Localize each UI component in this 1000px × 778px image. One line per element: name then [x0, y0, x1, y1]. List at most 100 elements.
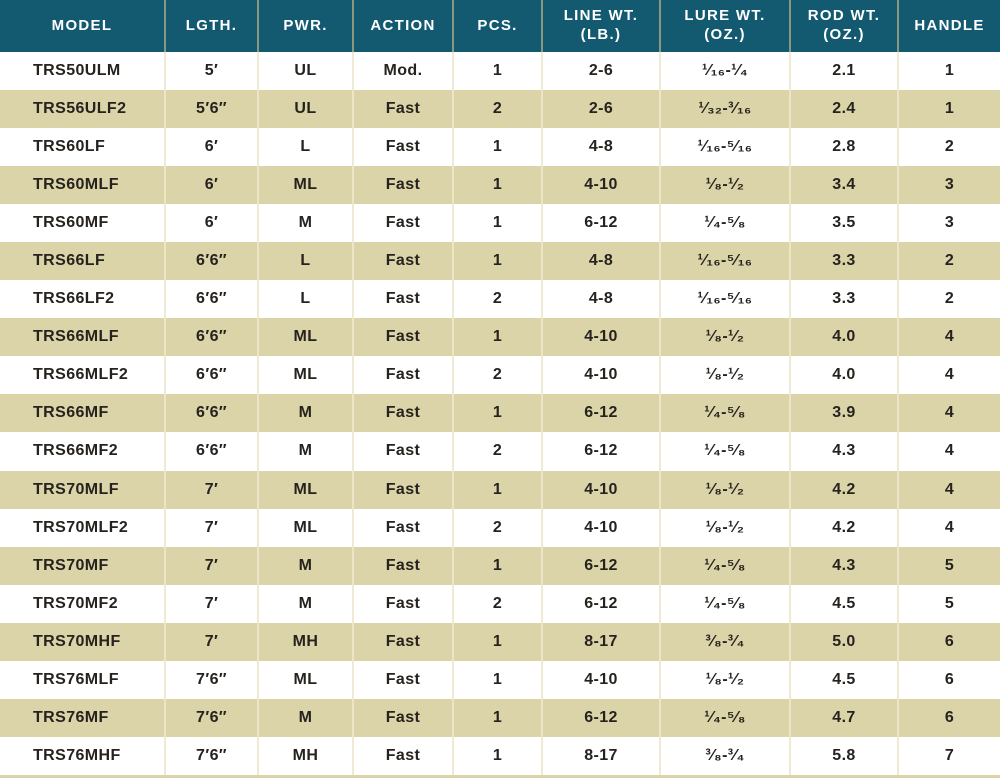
- cell-action: Fast: [353, 242, 454, 281]
- cell-lgth: 5′: [165, 52, 259, 91]
- cell-lure-wt: ¹⁄₈-¹⁄₂: [660, 660, 791, 699]
- cell-action: Fast: [353, 584, 454, 623]
- cell-lgth: 7′: [165, 508, 259, 547]
- cell-pcs: 2: [453, 432, 543, 471]
- cell-rod-wt: 4.0: [790, 356, 899, 395]
- cell-model: TRS66MF2: [0, 432, 166, 471]
- cell-lgth: 6′: [165, 166, 259, 205]
- cell-handle: 4: [898, 470, 1000, 509]
- table-row: TRS50ULM 5′ UL Mod. 1 2-6 ¹⁄₁₆-¹⁄₄ 2.1 1: [0, 52, 1000, 91]
- column-header-rod-wt: ROD WT. (OZ.): [790, 0, 899, 52]
- cell-pwr: L: [258, 280, 354, 319]
- cell-line-wt: 4-10: [542, 470, 661, 509]
- table-row: TRS70MHF 7′ MH Fast 1 8-17 ³⁄₈-³⁄₄ 5.0 6: [0, 622, 1000, 661]
- cell-lgth: 6′6″: [165, 318, 259, 357]
- column-header-line-wt: LINE WT. (LB.): [542, 0, 661, 52]
- cell-lure-wt: ¹⁄₈-¹⁄₂: [660, 508, 791, 547]
- cell-line-wt: 6-12: [542, 546, 661, 585]
- cell-handle: 5: [898, 584, 1000, 623]
- cell-model: TRS50ULM: [0, 52, 166, 91]
- cell-handle: 4: [898, 318, 1000, 357]
- table-row: TRS66MF 6′6″ M Fast 1 6-12 ¹⁄₄-⁵⁄₈ 3.9 4: [0, 394, 1000, 433]
- cell-model: TRS70MHF: [0, 622, 166, 661]
- cell-rod-wt: 3.3: [790, 242, 899, 281]
- cell-model: TRS66MLF: [0, 318, 166, 357]
- cell-rod-wt: 2.4: [790, 90, 899, 129]
- cell-line-wt: 4-10: [542, 166, 661, 205]
- cell-handle: 4: [898, 432, 1000, 471]
- cell-model: TRS76MLF: [0, 660, 166, 699]
- cell-pwr: MH: [258, 736, 354, 775]
- cell-handle: 1: [898, 90, 1000, 129]
- cell-lgth: 7′: [165, 546, 259, 585]
- table-row: TRS70MLF 7′ ML Fast 1 4-10 ¹⁄₈-¹⁄₂ 4.2 4: [0, 470, 1000, 509]
- cell-model: TRS66MLF2: [0, 356, 166, 395]
- cell-line-wt: 2-6: [542, 90, 661, 129]
- cell-rod-wt: 4.2: [790, 470, 899, 509]
- cell-pwr: ML: [258, 470, 354, 509]
- cell-model: TRS66LF2: [0, 280, 166, 319]
- cell-action: Fast: [353, 394, 454, 433]
- cell-pwr: ML: [258, 166, 354, 205]
- cell-line-wt: 8-17: [542, 622, 661, 661]
- cell-handle: 4: [898, 508, 1000, 547]
- bottom-edge-strip: [0, 775, 1000, 778]
- cell-model: TRS76MHF: [0, 736, 166, 775]
- cell-pwr: L: [258, 128, 354, 167]
- cell-line-wt: 4-10: [542, 508, 661, 547]
- cell-pcs: 1: [453, 622, 543, 661]
- cell-lure-wt: ¹⁄₄-⁵⁄₈: [660, 394, 791, 433]
- cell-line-wt: 4-10: [542, 318, 661, 357]
- cell-model: TRS66LF: [0, 242, 166, 281]
- table-row: TRS76MLF 7′6″ ML Fast 1 4-10 ¹⁄₈-¹⁄₂ 4.5 6: [0, 660, 1000, 699]
- table-row: TRS76MF 7′6″ M Fast 1 6-12 ¹⁄₄-⁵⁄₈ 4.7 6: [0, 698, 1000, 737]
- cell-lure-wt: ¹⁄₄-⁵⁄₈: [660, 698, 791, 737]
- cell-lure-wt: ¹⁄₈-¹⁄₂: [660, 356, 791, 395]
- column-header-handle: HANDLE: [898, 0, 1000, 52]
- cell-pcs: 1: [453, 318, 543, 357]
- cell-lure-wt: ¹⁄₄-⁵⁄₈: [660, 546, 791, 585]
- cell-action: Fast: [353, 660, 454, 699]
- cell-lgth: 6′: [165, 204, 259, 243]
- cell-action: Fast: [353, 546, 454, 585]
- table-row: TRS70MF2 7′ M Fast 2 6-12 ¹⁄₄-⁵⁄₈ 4.5 5: [0, 584, 1000, 623]
- cell-action: Fast: [353, 128, 454, 167]
- cell-rod-wt: 3.5: [790, 204, 899, 243]
- cell-line-wt: 6-12: [542, 432, 661, 471]
- cell-pwr: M: [258, 432, 354, 471]
- cell-lgth: 6′: [165, 128, 259, 167]
- column-header-lure-wt: LURE WT. (OZ.): [660, 0, 791, 52]
- cell-handle: 7: [898, 736, 1000, 775]
- cell-lure-wt: ¹⁄₁₆-⁵⁄₁₆: [660, 128, 791, 167]
- cell-pcs: 2: [453, 90, 543, 129]
- cell-action: Fast: [353, 318, 454, 357]
- cell-pcs: 1: [453, 52, 543, 91]
- cell-line-wt: 4-8: [542, 242, 661, 281]
- cell-lgth: 6′6″: [165, 356, 259, 395]
- cell-action: Fast: [353, 508, 454, 547]
- cell-lgth: 7′: [165, 470, 259, 509]
- cell-lgth: 5′6″: [165, 90, 259, 129]
- cell-lure-wt: ¹⁄₁₆-⁵⁄₁₆: [660, 280, 791, 319]
- cell-action: Fast: [353, 204, 454, 243]
- cell-lure-wt: ¹⁄₈-¹⁄₂: [660, 318, 791, 357]
- table-row: TRS60MF 6′ M Fast 1 6-12 ¹⁄₄-⁵⁄₈ 3.5 3: [0, 204, 1000, 243]
- column-header-lgth: LGTH.: [165, 0, 259, 52]
- cell-handle: 3: [898, 166, 1000, 205]
- cell-handle: 5: [898, 546, 1000, 585]
- cell-lure-wt: ¹⁄₃₂-³⁄₁₆: [660, 90, 791, 129]
- cell-line-wt: 6-12: [542, 584, 661, 623]
- cell-pcs: 1: [453, 698, 543, 737]
- cell-rod-wt: 3.3: [790, 280, 899, 319]
- table-row: TRS60MLF 6′ ML Fast 1 4-10 ¹⁄₈-¹⁄₂ 3.4 3: [0, 166, 1000, 205]
- cell-action: Fast: [353, 432, 454, 471]
- cell-handle: 4: [898, 394, 1000, 433]
- cell-pcs: 1: [453, 166, 543, 205]
- cell-lure-wt: ³⁄₈-³⁄₄: [660, 622, 791, 661]
- cell-lgth: 6′6″: [165, 394, 259, 433]
- table-header: MODEL LGTH. PWR. ACTION PCS. LINE WT. (LB.) LU…: [0, 0, 1000, 52]
- cell-line-wt: 4-8: [542, 280, 661, 319]
- cell-pwr: ML: [258, 318, 354, 357]
- table-row: TRS70MF 7′ M Fast 1 6-12 ¹⁄₄-⁵⁄₈ 4.3 5: [0, 546, 1000, 585]
- cell-rod-wt: 4.5: [790, 584, 899, 623]
